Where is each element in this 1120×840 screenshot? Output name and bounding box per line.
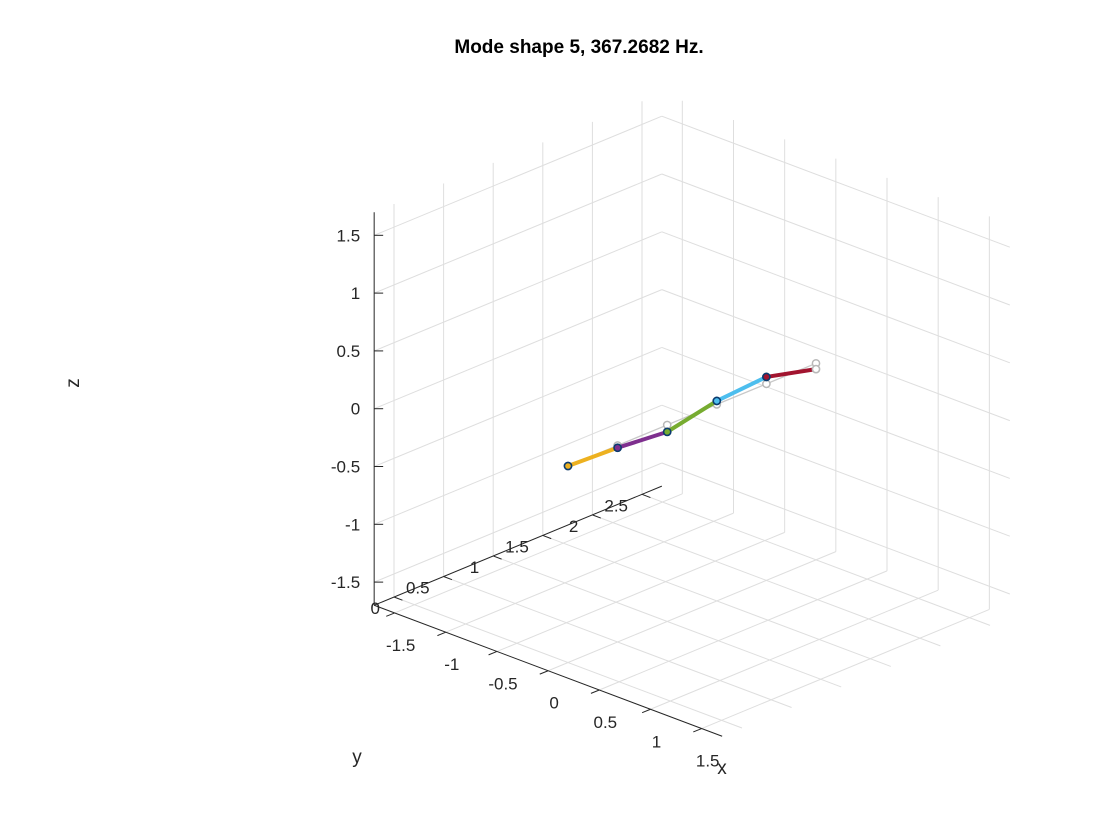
mode-shape-segment: [714, 374, 769, 403]
mode-shape-segment: [764, 367, 818, 379]
grid-line: [394, 493, 683, 614]
grid-lines: [373, 100, 1011, 729]
grid-line: [661, 289, 1011, 422]
y-tick-mark: [393, 596, 403, 601]
mode-shape-node-marker: [563, 461, 573, 471]
grid-line: [661, 346, 1011, 479]
grid-line: [373, 462, 663, 583]
x-axis-line: [373, 604, 723, 737]
grid-line: [661, 404, 1011, 537]
mode-shape-node-marker: [762, 372, 771, 382]
x-tick-mark: [386, 612, 395, 617]
undeformed-node-marker: [662, 420, 672, 430]
undeformed-node-marker: [762, 379, 771, 389]
x-tick-label: 1.5: [696, 752, 720, 771]
grid-line: [373, 346, 663, 467]
x-tick-mark: [539, 670, 549, 675]
grid-line: [493, 555, 842, 688]
grid-line: [445, 512, 734, 633]
z-tick-label: -0.5: [331, 458, 360, 477]
x-tick-mark: [641, 708, 651, 714]
grid-line: [592, 514, 941, 647]
z-tick-label: 1: [351, 284, 360, 303]
x-axis-label: x: [717, 758, 727, 779]
tick-labels: -1.5 -1 -0.5 0 0.5 1 1.5 0 0.5 1 1.5 2 2.5 -1.5 -1 -0.5…: [331, 226, 720, 770]
y-axis-label: y: [352, 747, 362, 768]
x-tick-label: 1: [652, 732, 661, 751]
z-tick-label: -1.5: [331, 573, 360, 592]
grid-line: [373, 404, 663, 525]
y-tick-mark: [592, 514, 601, 519]
y-tick-mark: [542, 534, 552, 540]
z-axis-label: z: [63, 378, 84, 388]
grid-line: [701, 608, 990, 729]
grid-line: [373, 231, 663, 352]
grid-line: [496, 531, 785, 652]
x-tick-mark: [693, 728, 702, 733]
y-tick-label: 2: [569, 517, 578, 536]
x-tick-mark: [488, 651, 498, 656]
x-tick-label: -1: [444, 655, 459, 674]
grid-line: [393, 596, 743, 729]
axes: [373, 212, 723, 737]
mode-shape-segment: [665, 398, 719, 434]
grid-line: [373, 115, 663, 236]
grid-line: [542, 534, 891, 667]
plot-data: [563, 358, 821, 471]
grid-line: [661, 462, 1011, 595]
y-tick-label: 2.5: [604, 496, 628, 515]
mode-shape-node-marker: [811, 364, 821, 374]
x-tick-mark: [437, 631, 446, 637]
mode-shape-node-marker: [712, 396, 722, 406]
z-tick-label: 1.5: [337, 226, 361, 245]
grid-line: [373, 173, 663, 294]
y-tick-label: 1.5: [505, 537, 529, 556]
grid-line: [373, 289, 663, 410]
grid-line: [547, 551, 837, 672]
y-tick-mark: [641, 493, 651, 499]
x-tick-mark: [590, 689, 600, 694]
y-axis-line: [373, 485, 663, 606]
mode-shape-segment: [566, 445, 620, 468]
chart-title: Mode shape 5, 367.2682 Hz.: [454, 37, 703, 58]
undeformed-segment: [617, 424, 668, 447]
y-tick-label: 0.5: [406, 578, 430, 597]
z-tick-label: 0.5: [337, 342, 361, 361]
mode-shape-node-marker: [662, 427, 672, 437]
mode-shape-node-marker: [613, 443, 622, 453]
mode-shape-segment: [615, 429, 670, 450]
x-tick-label: 0: [549, 694, 558, 713]
x-tick-label: -0.5: [488, 674, 517, 693]
y-tick-label: 0: [371, 599, 380, 618]
x-tick-label: -1.5: [386, 636, 415, 655]
grid-line: [641, 493, 991, 626]
grid-line: [661, 173, 1011, 306]
grid-line: [650, 589, 939, 710]
x-tick-label: 0.5: [594, 713, 618, 732]
grid-line: [661, 231, 1011, 364]
z-tick-label: -1: [345, 515, 360, 534]
y-tick-mark: [443, 576, 453, 581]
y-tick-label: 1: [470, 558, 479, 577]
grid-line: [443, 576, 792, 708]
y-tick-mark: [493, 555, 502, 560]
grid-line: [599, 570, 888, 691]
undeformed-segment: [716, 383, 767, 405]
grid-line: [661, 115, 1011, 248]
z-tick-label: 0: [351, 400, 360, 419]
